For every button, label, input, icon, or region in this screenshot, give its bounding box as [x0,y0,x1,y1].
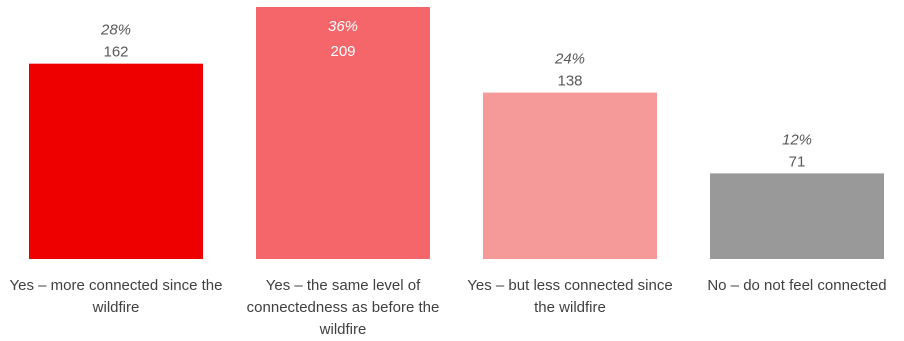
category-label-4: No – do not feel connected [707,277,887,294]
category-label-1: Yes – more connected since the wildfire [9,277,223,316]
value-label-2: 209 [330,43,355,60]
percent-label-3: 24% [554,51,585,68]
bar-2 [256,7,430,259]
value-label-1: 162 [103,44,128,61]
value-label-3: 138 [557,73,582,90]
percent-label-1: 28% [100,22,131,39]
category-label-2: Yes – the same level of connectedness as… [246,277,440,338]
bar-3 [483,92,657,259]
value-label-4: 71 [789,153,806,170]
percent-label-4: 12% [782,131,812,148]
bar-4 [710,173,884,259]
category-label-3: Yes – but less connected since the wildf… [467,277,673,316]
percent-label-2: 36% [328,18,358,35]
bar-1 [29,63,203,259]
